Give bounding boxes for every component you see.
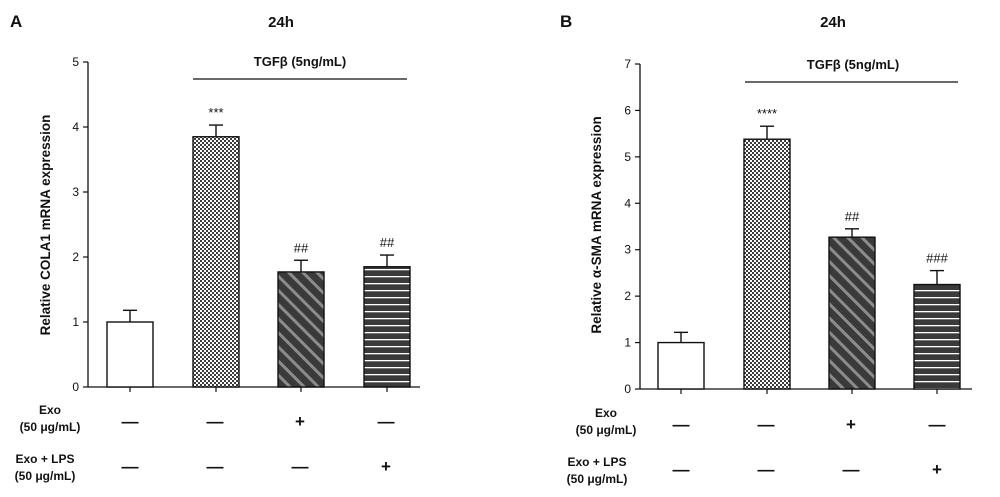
exo-mark: — [378,412,395,431]
exo-mark: — [929,415,946,434]
tgf-bracket-label: TGFβ (5ng/mL) [807,57,899,72]
bar [363,266,411,388]
y-tick-label: 0 [72,380,79,394]
significance-label: **** [757,106,777,121]
y-tick-label: 5 [624,150,631,164]
y-tick-label: 5 [72,55,79,69]
exolps-mark: — [673,460,690,479]
y-tick-label: 6 [624,103,631,117]
tgf-bracket-label: TGFβ (5ng/mL) [254,54,346,69]
bar [657,341,705,390]
bar [277,271,325,388]
y-tick-label: 0 [624,382,631,396]
row-label-exo-line2: (50 μg/mL) [20,420,81,434]
exolps-mark: — [758,460,775,479]
y-tick-label: 2 [624,289,631,303]
significance-label: ## [294,240,309,255]
panel-b: B 24h Relative α-SMA mRNA expression TGF… [560,12,972,486]
row-label-exolps-line2: (50 μg/mL) [15,469,76,483]
panel-a: A 24h Relative COLA1 mRNA expression TGF… [10,12,420,483]
significance-label: ## [380,235,395,250]
y-tick-label: 3 [72,185,79,199]
exo-mark: — [122,412,139,431]
exo-mark: — [673,415,690,434]
significance-label: *** [208,105,223,120]
y-axis-label: Relative α-SMA mRNA expression [589,116,604,333]
exolps-mark: — [207,457,224,476]
y-tick-label: 1 [624,336,631,350]
exo-mark: — [207,412,224,431]
bar [192,136,240,388]
row-label-exolps-line2: (50 μg/mL) [567,472,628,486]
exo-mark: + [295,412,305,431]
y-tick-label: 1 [72,315,79,329]
y-tick-label: 3 [624,243,631,257]
bar [913,283,961,390]
exolps-mark: + [932,460,942,479]
panel-letter: B [560,12,572,31]
row-label-exolps-line1: Exo + LPS [567,455,626,469]
bar [743,138,791,390]
bar [106,321,154,388]
row-label-exolps-line1: Exo + LPS [15,452,74,466]
y-tick-label: 7 [624,57,631,71]
exolps-mark: — [292,457,309,476]
chart-title: 24h [268,14,294,31]
y-tick-label: 4 [72,120,79,134]
exolps-mark: — [843,460,860,479]
significance-label: ### [926,251,948,266]
chart-title: 24h [820,14,846,31]
exo-mark: — [758,415,775,434]
row-label-exo-line1: Exo [595,406,617,420]
y-tick-label: 4 [624,196,631,210]
exo-mark: + [846,415,856,434]
row-label-exo-line2: (50 μg/mL) [576,423,637,437]
exolps-mark: + [381,457,391,476]
row-label-exo-line1: Exo [39,403,61,417]
y-axis-label: Relative COLA1 mRNA expression [38,115,53,336]
exolps-mark: — [122,457,139,476]
significance-label: ## [845,209,860,224]
panel-letter: A [10,12,22,31]
bar [828,236,876,390]
y-tick-label: 2 [72,250,79,264]
